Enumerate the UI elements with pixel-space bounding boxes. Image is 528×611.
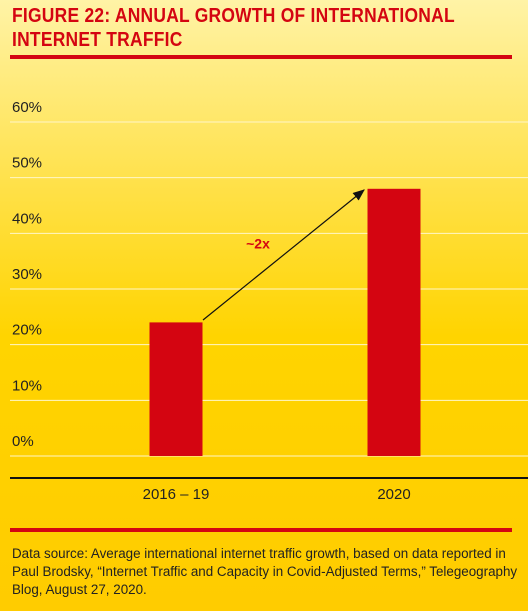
y-tick-label: 20% [12,322,42,339]
y-tick-label: 60% [12,99,42,116]
y-tick-label: 40% [12,210,42,227]
y-tick-label: 10% [12,377,42,394]
annotation: ~2x [246,236,270,252]
y-tick-label: 50% [12,155,42,172]
bar [149,322,203,456]
title-rule [10,55,512,59]
y-tick-label: 0% [12,433,34,450]
chart-title: FIGURE 22: ANNUAL GROWTH OF INTERNATIONA… [12,4,455,51]
x-tick-label: 2016 – 19 [143,486,210,503]
source-note: Data source: Average international inter… [12,546,518,597]
x-tick-label: 2020 [377,486,410,503]
growth-arrow [202,189,365,321]
footer-rule [10,528,512,532]
y-tick-label: 30% [12,266,42,283]
bar [367,188,421,457]
